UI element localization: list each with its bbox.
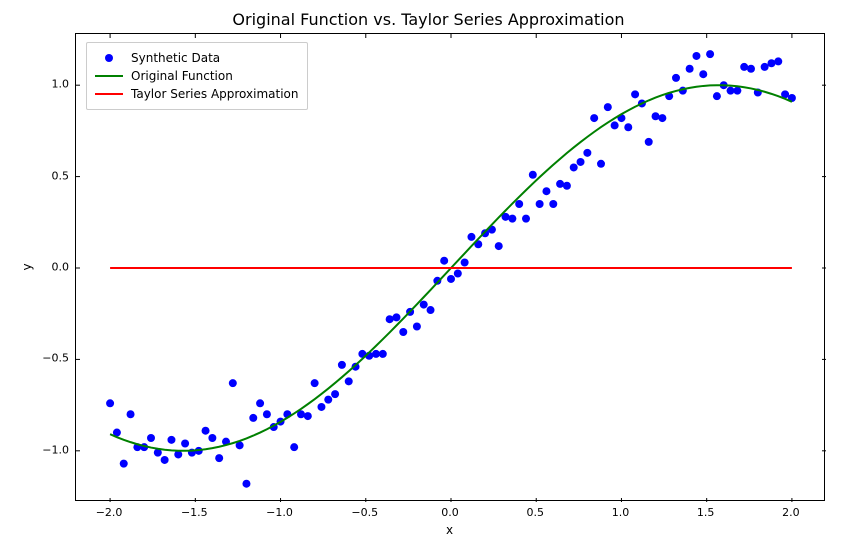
- chart-title: Original Function vs. Taylor Series Appr…: [0, 10, 857, 29]
- x-tick-label: 0.5: [526, 506, 544, 519]
- x-tick-label: −2.0: [96, 506, 123, 519]
- legend-item: Synthetic Data: [95, 49, 299, 67]
- x-tick-label: −1.5: [181, 506, 208, 519]
- x-tick-label: 0.0: [441, 506, 459, 519]
- figure: Original Function vs. Taylor Series Appr…: [0, 0, 857, 547]
- x-axis-label: x: [446, 523, 453, 537]
- legend-item: Taylor Series Approximation: [95, 85, 299, 103]
- legend-label: Synthetic Data: [131, 51, 220, 65]
- legend-label: Taylor Series Approximation: [131, 87, 299, 101]
- x-tick-label: 1.0: [612, 506, 630, 519]
- y-tick-label: 0.5: [52, 169, 70, 182]
- x-tick-label: −1.0: [266, 506, 293, 519]
- y-tick-label: −0.5: [42, 352, 69, 365]
- legend-item: Original Function: [95, 67, 299, 85]
- line-icon: [95, 69, 123, 83]
- x-tick-label: 1.5: [697, 506, 715, 519]
- legend-label: Original Function: [131, 69, 233, 83]
- legend: Synthetic Data Original Function Taylor Se…: [86, 42, 308, 110]
- line-icon: [95, 87, 123, 101]
- y-tick-label: 1.0: [52, 78, 70, 91]
- y-axis-label: y: [20, 263, 34, 270]
- x-tick-label: −0.5: [351, 506, 378, 519]
- y-tick-label: −1.0: [42, 443, 69, 456]
- x-tick-label: 2.0: [782, 506, 800, 519]
- plot-axes: Synthetic Data Original Function Taylor Se…: [75, 33, 825, 501]
- circle-marker-icon: [95, 51, 123, 65]
- y-tick-label: 0.0: [52, 261, 70, 274]
